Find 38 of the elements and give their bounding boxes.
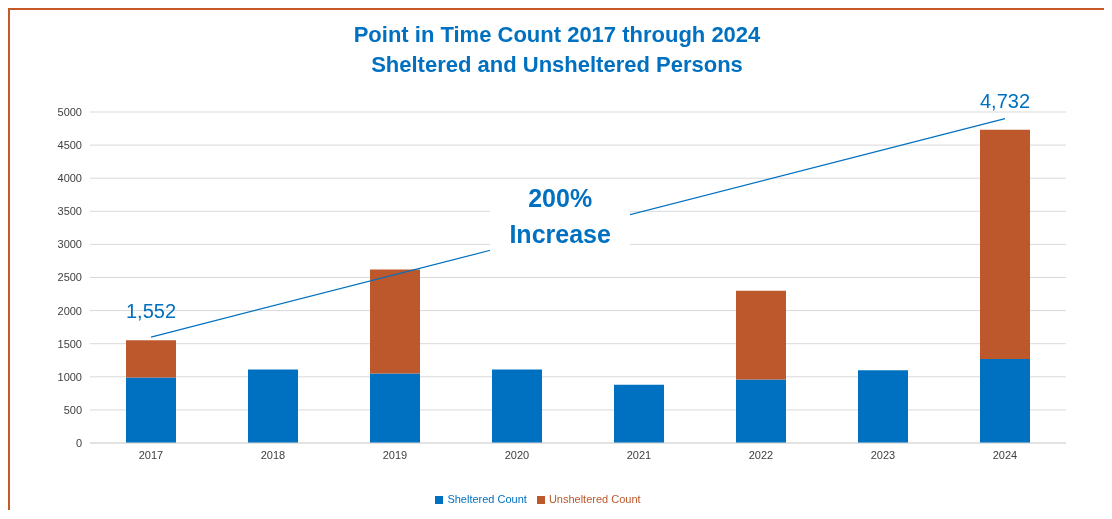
bar	[126, 340, 176, 378]
y-tick-label: 2000	[57, 304, 82, 317]
bar	[736, 290, 786, 380]
bar	[614, 384, 664, 443]
y-tick-label: 1000	[57, 370, 82, 383]
y-tick-label: 2500	[57, 271, 82, 284]
legend-label: Sheltered Count	[447, 493, 527, 505]
x-tick-label: 2019	[382, 448, 408, 461]
x-tick-label: 2018	[260, 448, 286, 461]
chart-title: Point in Time Count 2017 through 2024	[352, 21, 762, 49]
x-tick-label: 2023	[870, 448, 896, 461]
bar	[370, 373, 420, 443]
bar	[248, 369, 298, 443]
bar	[980, 129, 1030, 359]
bar	[492, 369, 542, 443]
annotation: 200% Increase	[490, 180, 631, 252]
annotation: 1,552	[125, 300, 177, 323]
x-tick-label: 2020	[504, 448, 530, 461]
legend-label: Unsheltered Count	[548, 493, 641, 505]
bar	[126, 377, 176, 443]
x-tick-label: 2021	[626, 448, 652, 461]
bar	[370, 269, 420, 374]
y-tick-label: 3000	[57, 238, 82, 251]
y-tick-label: 3500	[57, 205, 82, 218]
y-tick-label: 5000	[57, 105, 82, 118]
bar	[980, 358, 1030, 443]
y-tick-label: 4500	[57, 139, 82, 152]
bar	[736, 379, 786, 443]
chart-subtitle: Sheltered and Unsheltered Persons	[370, 51, 744, 79]
x-tick-label: 2022	[748, 448, 774, 461]
x-tick-label: 2024	[992, 448, 1018, 461]
y-tick-label: 1500	[57, 337, 82, 350]
y-tick-label: 500	[63, 403, 82, 416]
y-tick-label: 4000	[57, 172, 82, 185]
bar	[858, 370, 908, 443]
annotation: 4,732	[979, 89, 1031, 112]
x-tick-label: 2017	[138, 448, 164, 461]
y-tick-label: 0	[75, 436, 82, 449]
